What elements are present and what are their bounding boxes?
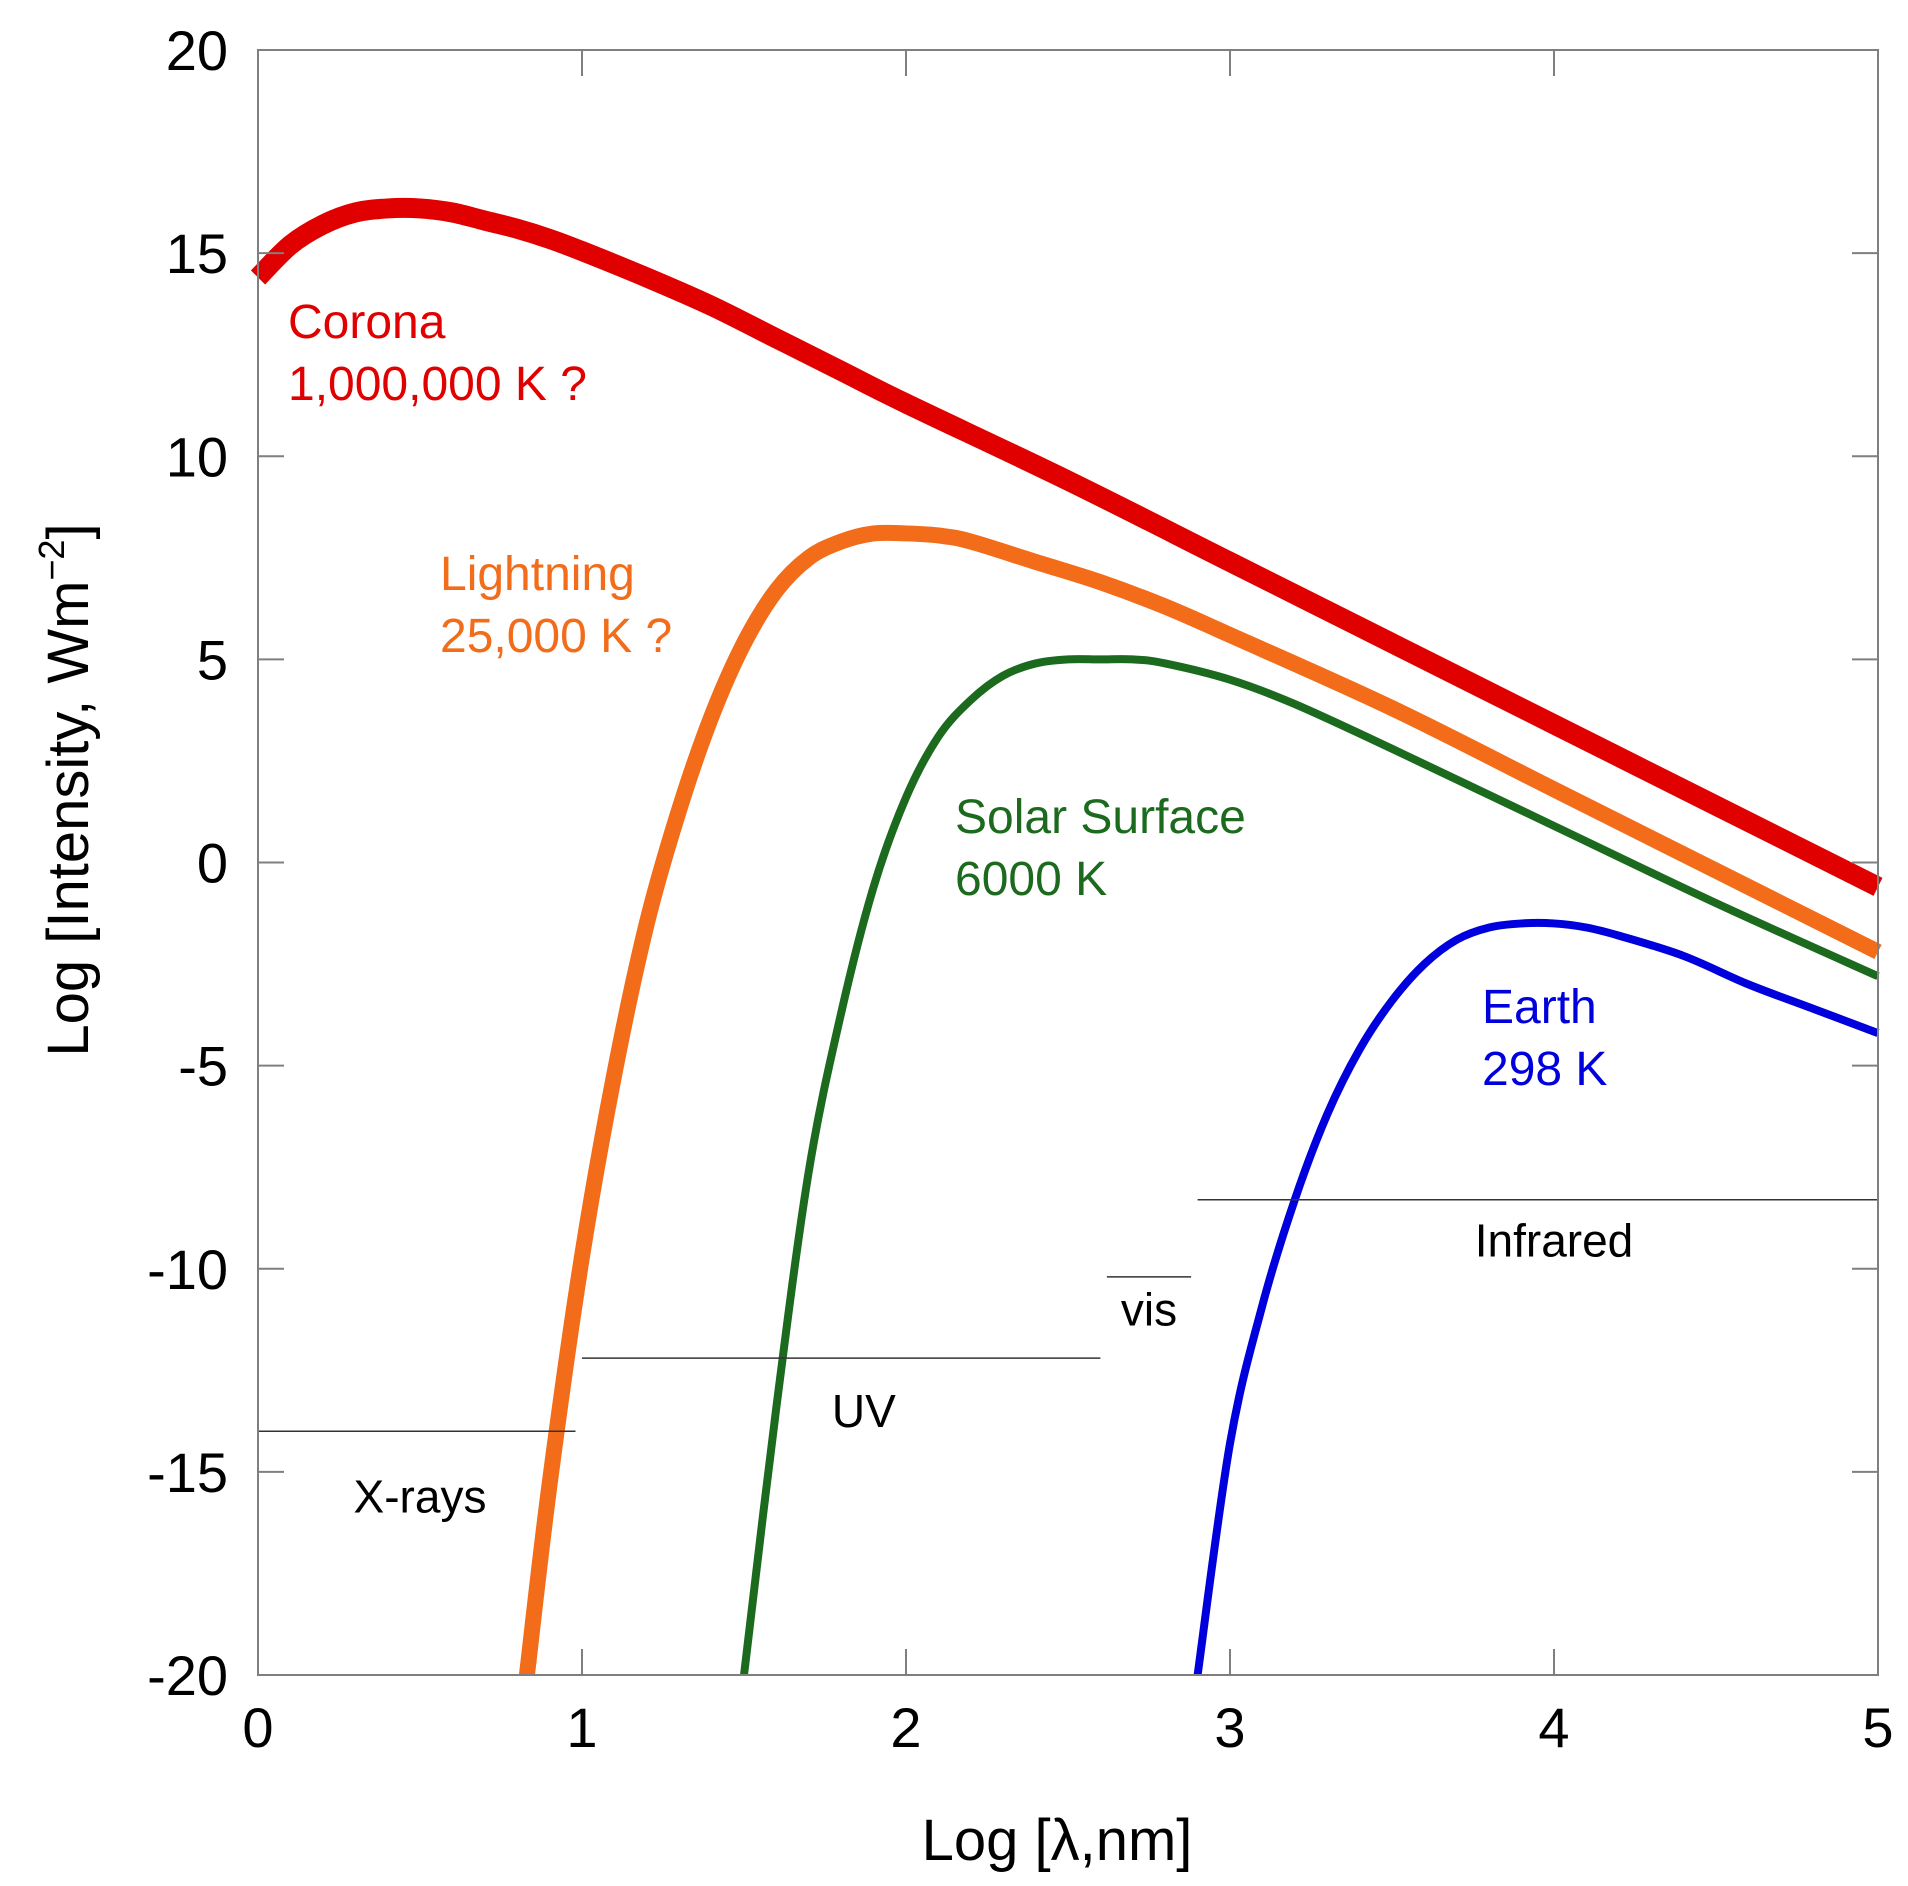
series-labels-layer: Corona 1,000,000 K ? Lightning 25,000 K … xyxy=(288,296,1607,1096)
y-tick-label: 20 xyxy=(166,19,228,82)
y-axis-title-close: ] xyxy=(36,523,101,539)
ticks-layer: 0 1 2 3 4 5 20 15 10 5 0 -5 -10 -15 -20 xyxy=(147,19,1894,1759)
y-axis-title: Log [Intensity, Wm−2] xyxy=(31,523,101,1056)
series-label-corona-name: Corona xyxy=(288,296,446,349)
series-layer xyxy=(250,197,1883,1676)
regions-layer: X-rays UV vis Infrared xyxy=(258,1198,1878,1523)
region-label-infrared: Infrared xyxy=(1475,1215,1634,1267)
y-tick-label: 0 xyxy=(197,832,228,895)
y-axis-title-superscript: −2 xyxy=(31,540,72,581)
y-tick-label: -15 xyxy=(147,1441,228,1504)
x-tick-label: 2 xyxy=(890,1696,921,1759)
y-tick-label: 10 xyxy=(166,425,228,488)
series-label-solar-name: Solar Surface xyxy=(955,791,1246,844)
y-tick-label: 5 xyxy=(197,628,228,691)
x-tick-label: 1 xyxy=(566,1696,597,1759)
y-tick-label: -10 xyxy=(147,1238,228,1301)
x-tick-label: 4 xyxy=(1538,1696,1569,1759)
x-tick-label: 5 xyxy=(1862,1696,1893,1759)
region-label-uv: UV xyxy=(832,1385,896,1437)
y-axis-title-main: Log [Intensity, Wm xyxy=(36,581,101,1057)
series-line-solar-surface xyxy=(740,655,1880,1676)
series-label-earth-temp: 298 K xyxy=(1482,1043,1607,1096)
series-label-lightning-temp: 25,000 K ? xyxy=(440,610,672,663)
series-line-earth xyxy=(1193,918,1880,1676)
series-label-earth-name: Earth xyxy=(1482,981,1597,1034)
series-label-solar-temp: 6000 K xyxy=(955,853,1107,906)
y-tick-label: -5 xyxy=(178,1035,228,1098)
region-label-x-rays: X-rays xyxy=(354,1471,487,1523)
series-label-corona-temp: 1,000,000 K ? xyxy=(288,358,587,411)
series-line-lightning xyxy=(518,524,1882,1676)
x-tick-label: 0 xyxy=(242,1696,273,1759)
y-tick-label: 15 xyxy=(166,222,228,285)
x-axis-title: Log [λ,nm] xyxy=(922,1808,1193,1873)
x-tick-label: 3 xyxy=(1214,1696,1245,1759)
series-line-corona xyxy=(250,197,1883,896)
region-label-vis: vis xyxy=(1121,1284,1177,1336)
series-label-lightning-name: Lightning xyxy=(440,548,635,601)
y-tick-label: -20 xyxy=(147,1644,228,1707)
